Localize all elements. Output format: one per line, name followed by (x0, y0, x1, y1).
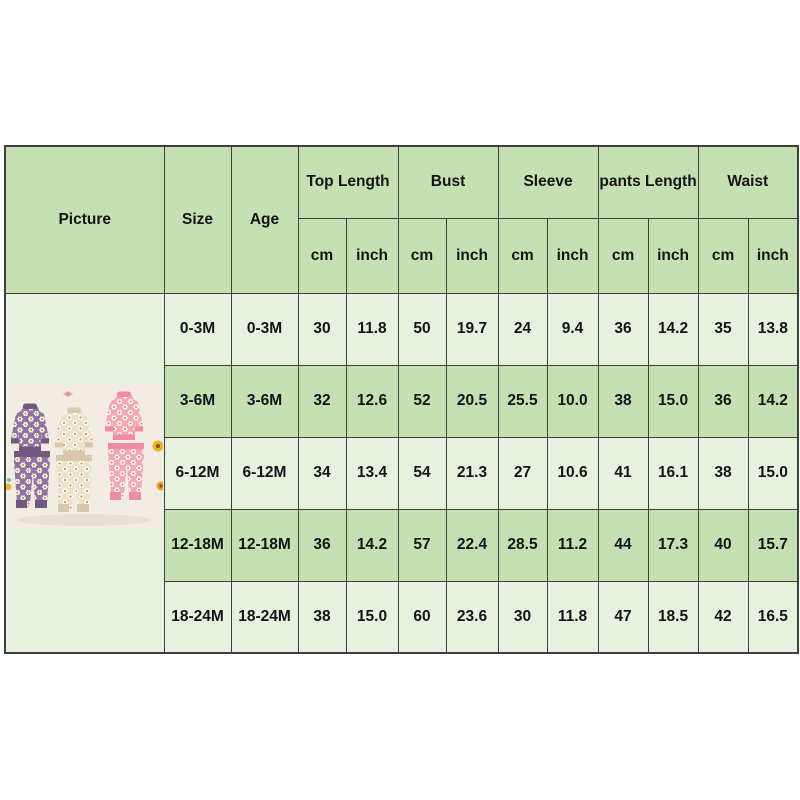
header-group-pants-length: pants Length (597, 145, 699, 219)
value-cell: 15.0 (747, 436, 799, 510)
value-cell: 19.7 (445, 292, 499, 366)
value-cell: 20.5 (445, 364, 499, 438)
value-cell: 50 (397, 292, 447, 366)
header-group-waist: Waist (697, 145, 799, 219)
value-cell: 28.5 (497, 508, 548, 582)
header-age: Age (230, 145, 299, 294)
value-cell: 15.0 (647, 364, 699, 438)
value-cell: 24 (497, 292, 548, 366)
value-cell: 14.2 (647, 292, 699, 366)
header-picture: Picture (4, 145, 165, 294)
size-chart-table: Picture Size Age Top Length Bust Sleeve … (4, 145, 800, 654)
value-cell: 34 (297, 436, 347, 510)
value-cell: 10.6 (546, 436, 599, 510)
value-cell: 16.1 (647, 436, 699, 510)
value-cell: 23.6 (445, 580, 499, 654)
value-cell: 13.8 (747, 292, 799, 366)
value-cell: 36 (297, 508, 347, 582)
value-cell: 11.8 (345, 292, 399, 366)
value-cell: 38 (697, 436, 749, 510)
value-cell: 12.6 (345, 364, 399, 438)
value-cell: 41 (597, 436, 649, 510)
value-cell: 60 (397, 580, 447, 654)
unit-cell: cm (297, 217, 347, 294)
outfit-purple (10, 403, 50, 508)
value-cell: 54 (397, 436, 447, 510)
unit-cell: inch (747, 217, 799, 294)
unit-cell: inch (345, 217, 399, 294)
age-cell: 3-6M (230, 364, 299, 438)
header-group-sleeve: Sleeve (497, 145, 599, 219)
value-cell: 11.2 (546, 508, 599, 582)
product-photo-image (6, 382, 163, 528)
value-cell: 15.0 (345, 580, 399, 654)
value-cell: 13.4 (345, 436, 399, 510)
value-cell: 15.7 (747, 508, 799, 582)
value-cell: 21.3 (445, 436, 499, 510)
unit-cell: cm (697, 217, 749, 294)
value-cell: 16.5 (747, 580, 799, 654)
unit-cell: cm (597, 217, 649, 294)
value-cell: 52 (397, 364, 447, 438)
header-group-top-length: Top Length (297, 145, 399, 219)
value-cell: 38 (597, 364, 649, 438)
size-cell: 18-24M (163, 580, 232, 654)
unit-cell: cm (497, 217, 548, 294)
size-cell: 12-18M (163, 508, 232, 582)
size-cell: 3-6M (163, 364, 232, 438)
value-cell: 14.2 (747, 364, 799, 438)
value-cell: 32 (297, 364, 347, 438)
value-cell: 30 (297, 292, 347, 366)
value-cell: 47 (597, 580, 649, 654)
small-flower-decor (6, 477, 12, 490)
value-cell: 57 (397, 508, 447, 582)
value-cell: 36 (697, 364, 749, 438)
header-group-bust: Bust (397, 145, 499, 219)
product-photo (6, 382, 163, 528)
unit-cell: inch (546, 217, 599, 294)
value-cell: 44 (597, 508, 649, 582)
value-cell: 27 (497, 436, 548, 510)
sunflower-decor (152, 440, 163, 490)
value-cell: 22.4 (445, 508, 499, 582)
unit-cell: inch (445, 217, 499, 294)
picture-cell (4, 292, 165, 654)
value-cell: 38 (297, 580, 347, 654)
value-cell: 36 (597, 292, 649, 366)
value-cell: 40 (697, 508, 749, 582)
value-cell: 17.3 (647, 508, 699, 582)
bow-decor (63, 390, 73, 397)
value-cell: 30 (497, 580, 548, 654)
value-cell: 9.4 (546, 292, 599, 366)
value-cell: 18.5 (647, 580, 699, 654)
age-cell: 18-24M (230, 580, 299, 654)
age-cell: 0-3M (230, 292, 299, 366)
value-cell: 25.5 (497, 364, 548, 438)
header-size: Size (163, 145, 232, 294)
value-cell: 10.0 (546, 364, 599, 438)
value-cell: 14.2 (345, 508, 399, 582)
outfit-pink (104, 391, 144, 500)
unit-cell: cm (397, 217, 447, 294)
value-cell: 11.8 (546, 580, 599, 654)
age-cell: 6-12M (230, 436, 299, 510)
value-cell: 35 (697, 292, 749, 366)
size-cell: 6-12M (163, 436, 232, 510)
size-cell: 0-3M (163, 292, 232, 366)
value-cell: 42 (697, 580, 749, 654)
age-cell: 12-18M (230, 508, 299, 582)
unit-cell: inch (647, 217, 699, 294)
